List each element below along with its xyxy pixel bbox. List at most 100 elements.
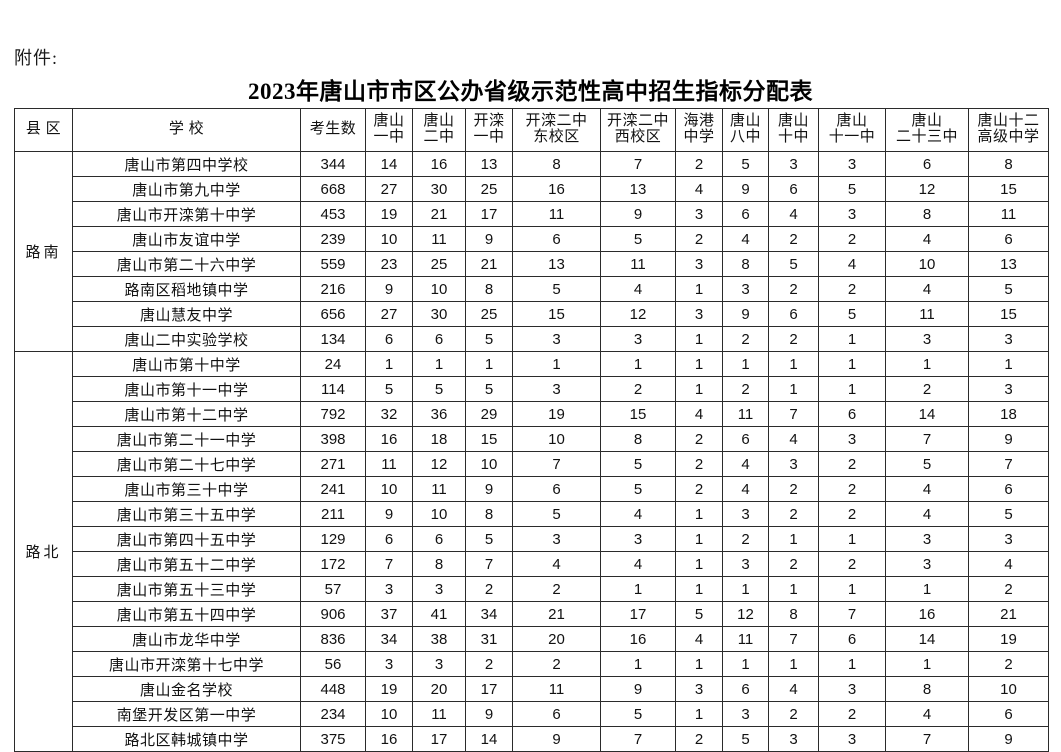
table-row: 唐山市友谊中学 239 10 11 9 6 5 2 4 2 2 4 6 — [15, 226, 1049, 252]
quota-cell: 7 — [465, 551, 513, 577]
quota-cell: 4 — [722, 226, 769, 252]
quota-cell: 4 — [885, 226, 969, 252]
quota-cell: 17 — [465, 676, 513, 702]
quota-cell: 7 — [600, 151, 676, 177]
quota-cell: 1 — [675, 526, 723, 552]
table-row: 唐山市第三十中学 241 10 11 9 6 5 2 4 2 2 4 6 — [15, 476, 1049, 502]
quota-cell: 3 — [412, 576, 466, 602]
quota-cell: 11 — [600, 251, 676, 277]
quota-cell: 12 — [885, 176, 969, 202]
quota-cell: 8 — [465, 501, 513, 527]
candidate-count-cell: 216 — [300, 276, 366, 302]
quota-cell: 23 — [365, 251, 413, 277]
quota-cell: 6 — [818, 401, 886, 427]
quota-cell: 6 — [818, 626, 886, 652]
quota-cell: 21 — [512, 601, 601, 627]
quota-cell: 3 — [968, 326, 1049, 352]
quota-cell: 8 — [768, 601, 819, 627]
quota-cell: 14 — [365, 151, 413, 177]
quota-cell: 2 — [768, 276, 819, 302]
quota-cell: 1 — [675, 501, 723, 527]
quota-cell: 5 — [600, 226, 676, 252]
quota-cell: 5 — [512, 501, 601, 527]
quota-cell: 32 — [365, 401, 413, 427]
quota-cell: 19 — [365, 676, 413, 702]
quota-cell: 5 — [600, 701, 676, 727]
quota-cell: 30 — [412, 176, 466, 202]
quota-cell: 4 — [675, 176, 723, 202]
quota-cell: 5 — [600, 476, 676, 502]
quota-cell: 7 — [818, 601, 886, 627]
quota-cell: 21 — [968, 601, 1049, 627]
table-row: 唐山市第三十五中学 211 9 10 8 5 4 1 3 2 2 4 5 — [15, 501, 1049, 527]
quota-cell: 2 — [968, 576, 1049, 602]
quota-cell: 5 — [885, 451, 969, 477]
quota-cell: 3 — [675, 301, 723, 327]
header-school-col-3: 开滦二中 东校区 — [512, 108, 601, 152]
quota-cell: 8 — [600, 426, 676, 452]
quota-cell: 9 — [512, 726, 601, 752]
quota-cell: 10 — [365, 476, 413, 502]
quota-cell: 2 — [818, 276, 886, 302]
quota-cell: 2 — [722, 326, 769, 352]
quota-cell: 9 — [465, 476, 513, 502]
table-row: 路北区韩城镇中学 375 16 17 14 9 7 2 5 3 3 7 9 — [15, 726, 1049, 752]
candidate-count-cell: 344 — [300, 151, 366, 177]
quota-cell: 5 — [968, 501, 1049, 527]
quota-cell: 5 — [818, 176, 886, 202]
quota-cell: 4 — [768, 201, 819, 227]
quota-cell: 17 — [600, 601, 676, 627]
quota-cell: 1 — [600, 576, 676, 602]
quota-cell: 15 — [512, 301, 601, 327]
quota-cell: 11 — [412, 226, 466, 252]
quota-cell: 1 — [818, 576, 886, 602]
quota-cell: 1 — [675, 551, 723, 577]
candidate-count-cell: 271 — [300, 451, 366, 477]
quota-cell: 2 — [465, 576, 513, 602]
quota-cell: 7 — [768, 626, 819, 652]
quota-cell: 31 — [465, 626, 513, 652]
quota-cell: 3 — [365, 576, 413, 602]
quota-cell: 4 — [600, 551, 676, 577]
quota-cell: 16 — [365, 426, 413, 452]
table-row: 唐山市开滦第十中学 453 19 21 17 11 9 3 6 4 3 8 11 — [15, 201, 1049, 227]
school-name-cell: 唐山市第三十五中学 — [72, 501, 301, 527]
header-school-col-2: 开滦 一中 — [465, 108, 513, 152]
quota-cell: 1 — [465, 351, 513, 377]
quota-cell: 30 — [412, 301, 466, 327]
table-row: 南堡开发区第一中学 234 10 11 9 6 5 1 3 2 2 4 6 — [15, 701, 1049, 727]
quota-cell: 15 — [465, 426, 513, 452]
candidate-count-cell: 836 — [300, 626, 366, 652]
quota-cell: 4 — [768, 426, 819, 452]
quota-cell: 3 — [722, 501, 769, 527]
quota-cell: 3 — [675, 676, 723, 702]
quota-cell: 13 — [465, 151, 513, 177]
school-name-cell: 唐山市龙华中学 — [72, 626, 301, 652]
quota-cell: 1 — [768, 526, 819, 552]
table-header: 县 区 学 校 考生数 唐山 一中 唐山 二中 开滦 一中 开滦二中 东校区 开滦二中西… — [14, 108, 1049, 152]
school-name-cell: 路北区韩城镇中学 — [72, 726, 301, 752]
school-name-cell: 唐山市友谊中学 — [72, 226, 301, 252]
quota-cell: 1 — [768, 576, 819, 602]
quota-cell: 10 — [365, 701, 413, 727]
quota-cell: 9 — [365, 501, 413, 527]
school-name-cell: 唐山市第五十三中学 — [72, 576, 301, 602]
quota-cell: 4 — [722, 476, 769, 502]
quota-cell: 11 — [512, 201, 601, 227]
quota-cell: 1 — [675, 351, 723, 377]
quota-cell: 2 — [722, 526, 769, 552]
quota-cell: 4 — [675, 401, 723, 427]
table-row: 路南 唐山市第四中学校 344 14 16 13 8 7 2 5 3 3 6 8 — [14, 151, 1049, 352]
quota-cell: 3 — [768, 726, 819, 752]
quota-cell: 10 — [968, 676, 1049, 702]
school-name-cell: 唐山市第五十二中学 — [72, 551, 301, 577]
quota-cell: 6 — [722, 676, 769, 702]
quota-cell: 14 — [885, 401, 969, 427]
candidate-count-cell: 57 — [300, 576, 366, 602]
school-name-cell: 唐山市第四十五中学 — [72, 526, 301, 552]
header-school-col-0: 唐山 一中 — [365, 108, 413, 152]
quota-cell: 14 — [465, 726, 513, 752]
candidate-count-cell: 906 — [300, 601, 366, 627]
quota-cell: 21 — [412, 201, 466, 227]
quota-cell: 13 — [600, 176, 676, 202]
